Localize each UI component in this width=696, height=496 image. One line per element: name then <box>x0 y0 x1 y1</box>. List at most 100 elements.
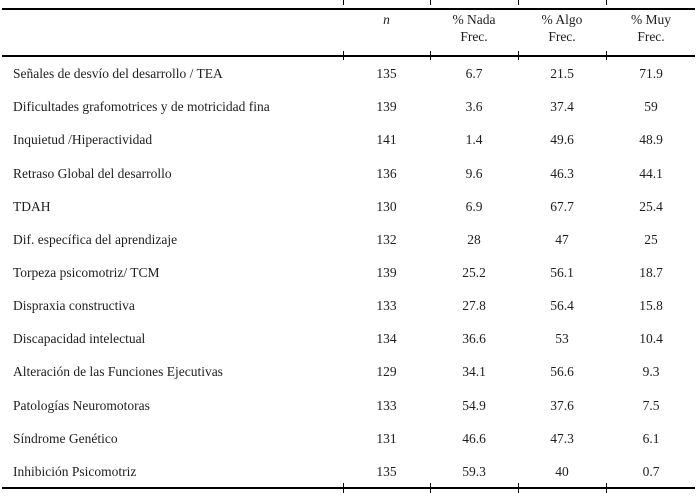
row-n-value: 135 <box>376 66 397 82</box>
row-muy-frec-value: 59 <box>644 99 658 115</box>
row-nada-frec-value: 25.2 <box>462 264 486 280</box>
table-row: Dif. específica del aprendizaje 132 28 4… <box>0 222 696 255</box>
row-muy-frec-value: 0.7 <box>642 463 660 479</box>
table-top-rule <box>2 8 695 10</box>
row-algo-frec-value: 56.6 <box>550 364 574 380</box>
row-nada-frec-value: 6.9 <box>465 198 483 214</box>
row-algo-frec-value: 47.3 <box>550 430 574 446</box>
table-row: Dificultades grafomotrices y de motricid… <box>0 89 696 122</box>
row-n-value: 131 <box>376 430 397 446</box>
row-nada-frec-value: 54.9 <box>462 397 486 413</box>
column-border-tick <box>605 483 607 493</box>
row-label: Alteración de las Funciones Ejecutivas <box>13 364 223 380</box>
row-n-value: 130 <box>376 198 397 214</box>
row-label: Discapacidad intelectual <box>13 331 146 347</box>
row-label: Patologías Neuromotoras <box>13 397 150 413</box>
row-algo-frec-value: 56.1 <box>550 264 574 280</box>
row-muy-frec-value: 6.1 <box>642 430 660 446</box>
table-row: Dispraxia constructiva 133 27.8 56.4 15.… <box>0 288 696 321</box>
row-nada-frec-value: 27.8 <box>462 298 486 314</box>
row-label: Inquietud /Hiperactividad <box>13 132 153 148</box>
row-label: Dificultades grafomotrices y de motricid… <box>13 99 270 115</box>
row-algo-frec-value: 37.6 <box>550 397 574 413</box>
row-n-value: 134 <box>376 331 397 347</box>
row-label: Señales de desvío del desarrollo / TEA <box>13 66 223 82</box>
column-border-tick <box>517 51 519 60</box>
table-row: Alteración de las Funciones Ejecutivas 1… <box>0 354 696 387</box>
row-nada-frec-value: 1.4 <box>465 132 483 148</box>
column-border-tick <box>429 51 431 60</box>
header-algo-frec: % Algo Frec. <box>518 12 606 55</box>
row-label: Retraso Global del desarrollo <box>13 165 172 181</box>
row-nada-frec-value: 3.6 <box>465 99 483 115</box>
table-row: TDAH 130 6.9 67.7 25.4 <box>0 189 696 222</box>
header-nada-frec: % Nada Frec. <box>430 12 518 55</box>
row-n-value: 136 <box>376 165 397 181</box>
row-muy-frec-value: 48.9 <box>639 132 663 148</box>
row-n-value: 133 <box>376 397 397 413</box>
row-n-value: 139 <box>376 99 397 115</box>
header-muy-frec: % Muy Frec. <box>606 12 696 55</box>
header-n: n <box>343 12 430 55</box>
table-row: Discapacidad intelectual 134 36.6 53 10.… <box>0 321 696 354</box>
column-border-tick <box>342 51 344 60</box>
column-border-tick <box>342 483 344 493</box>
header-algo-line1: % Algo <box>541 12 583 27</box>
column-border-tick <box>429 0 431 5</box>
row-muy-frec-value: 44.1 <box>639 165 663 181</box>
table-body: Señales de desvío del desarrollo / TEA 1… <box>0 56 696 487</box>
row-algo-frec-value: 37.4 <box>550 99 574 115</box>
row-muy-frec-value: 10.4 <box>639 331 663 347</box>
row-n-value: 141 <box>376 132 397 148</box>
row-label: Dispraxia constructiva <box>13 298 135 314</box>
header-muy-line2: Frec. <box>637 28 665 44</box>
row-label: Dif. específica del aprendizaje <box>13 231 178 247</box>
row-nada-frec-value: 34.1 <box>462 364 486 380</box>
row-n-value: 135 <box>376 463 397 479</box>
row-nada-frec-value: 9.6 <box>465 165 483 181</box>
row-nada-frec-value: 28 <box>467 231 481 247</box>
row-label: TDAH <box>13 198 51 214</box>
row-muy-frec-value: 71.9 <box>639 66 663 82</box>
column-border-tick <box>517 483 519 493</box>
row-algo-frec-value: 47 <box>555 231 569 247</box>
row-n-value: 139 <box>376 264 397 280</box>
row-n-value: 129 <box>376 364 397 380</box>
row-muy-frec-value: 7.5 <box>642 397 660 413</box>
row-label: Torpeza psicomotriz/ TCM <box>13 264 160 280</box>
row-muy-frec-value: 9.3 <box>642 364 660 380</box>
row-algo-frec-value: 49.6 <box>550 132 574 148</box>
row-nada-frec-value: 6.7 <box>465 66 483 82</box>
row-nada-frec-value: 46.6 <box>462 430 486 446</box>
row-muy-frec-value: 25.4 <box>639 198 663 214</box>
table-row: Torpeza psicomotriz/ TCM 139 25.2 56.1 1… <box>0 255 696 288</box>
table-bottom-rule <box>2 487 695 489</box>
header-algo-line2: Frec. <box>548 28 576 44</box>
header-empty-cell <box>0 12 343 55</box>
header-nada-line1: % Nada <box>452 12 496 27</box>
column-border-tick <box>342 0 344 5</box>
row-muy-frec-value: 18.7 <box>639 264 663 280</box>
row-n-value: 132 <box>376 231 397 247</box>
row-n-value: 133 <box>376 298 397 314</box>
row-nada-frec-value: 59.3 <box>462 463 486 479</box>
header-n-label: n <box>383 12 390 27</box>
table-row: Inquietud /Hiperactividad 141 1.4 49.6 4… <box>0 122 696 155</box>
row-muy-frec-value: 25 <box>644 231 658 247</box>
row-algo-frec-value: 40 <box>555 463 569 479</box>
row-algo-frec-value: 67.7 <box>550 198 574 214</box>
table-row: Señales de desvío del desarrollo / TEA 1… <box>0 56 696 89</box>
table-row: Síndrome Genético 131 46.6 47.3 6.1 <box>0 421 696 454</box>
column-border-tick <box>605 0 607 5</box>
row-label: Síndrome Genético <box>13 430 118 446</box>
row-algo-frec-value: 53 <box>555 331 569 347</box>
row-nada-frec-value: 36.6 <box>462 331 486 347</box>
column-border-tick <box>605 51 607 60</box>
row-algo-frec-value: 46.3 <box>550 165 574 181</box>
row-algo-frec-value: 56.4 <box>550 298 574 314</box>
table-row: Inhibición Psicomotriz 135 59.3 40 0.7 <box>0 454 696 487</box>
table-header-row: n % Nada Frec. % Algo Frec. % Muy Frec. <box>0 9 696 55</box>
row-muy-frec-value: 15.8 <box>639 298 663 314</box>
column-border-tick <box>429 483 431 493</box>
